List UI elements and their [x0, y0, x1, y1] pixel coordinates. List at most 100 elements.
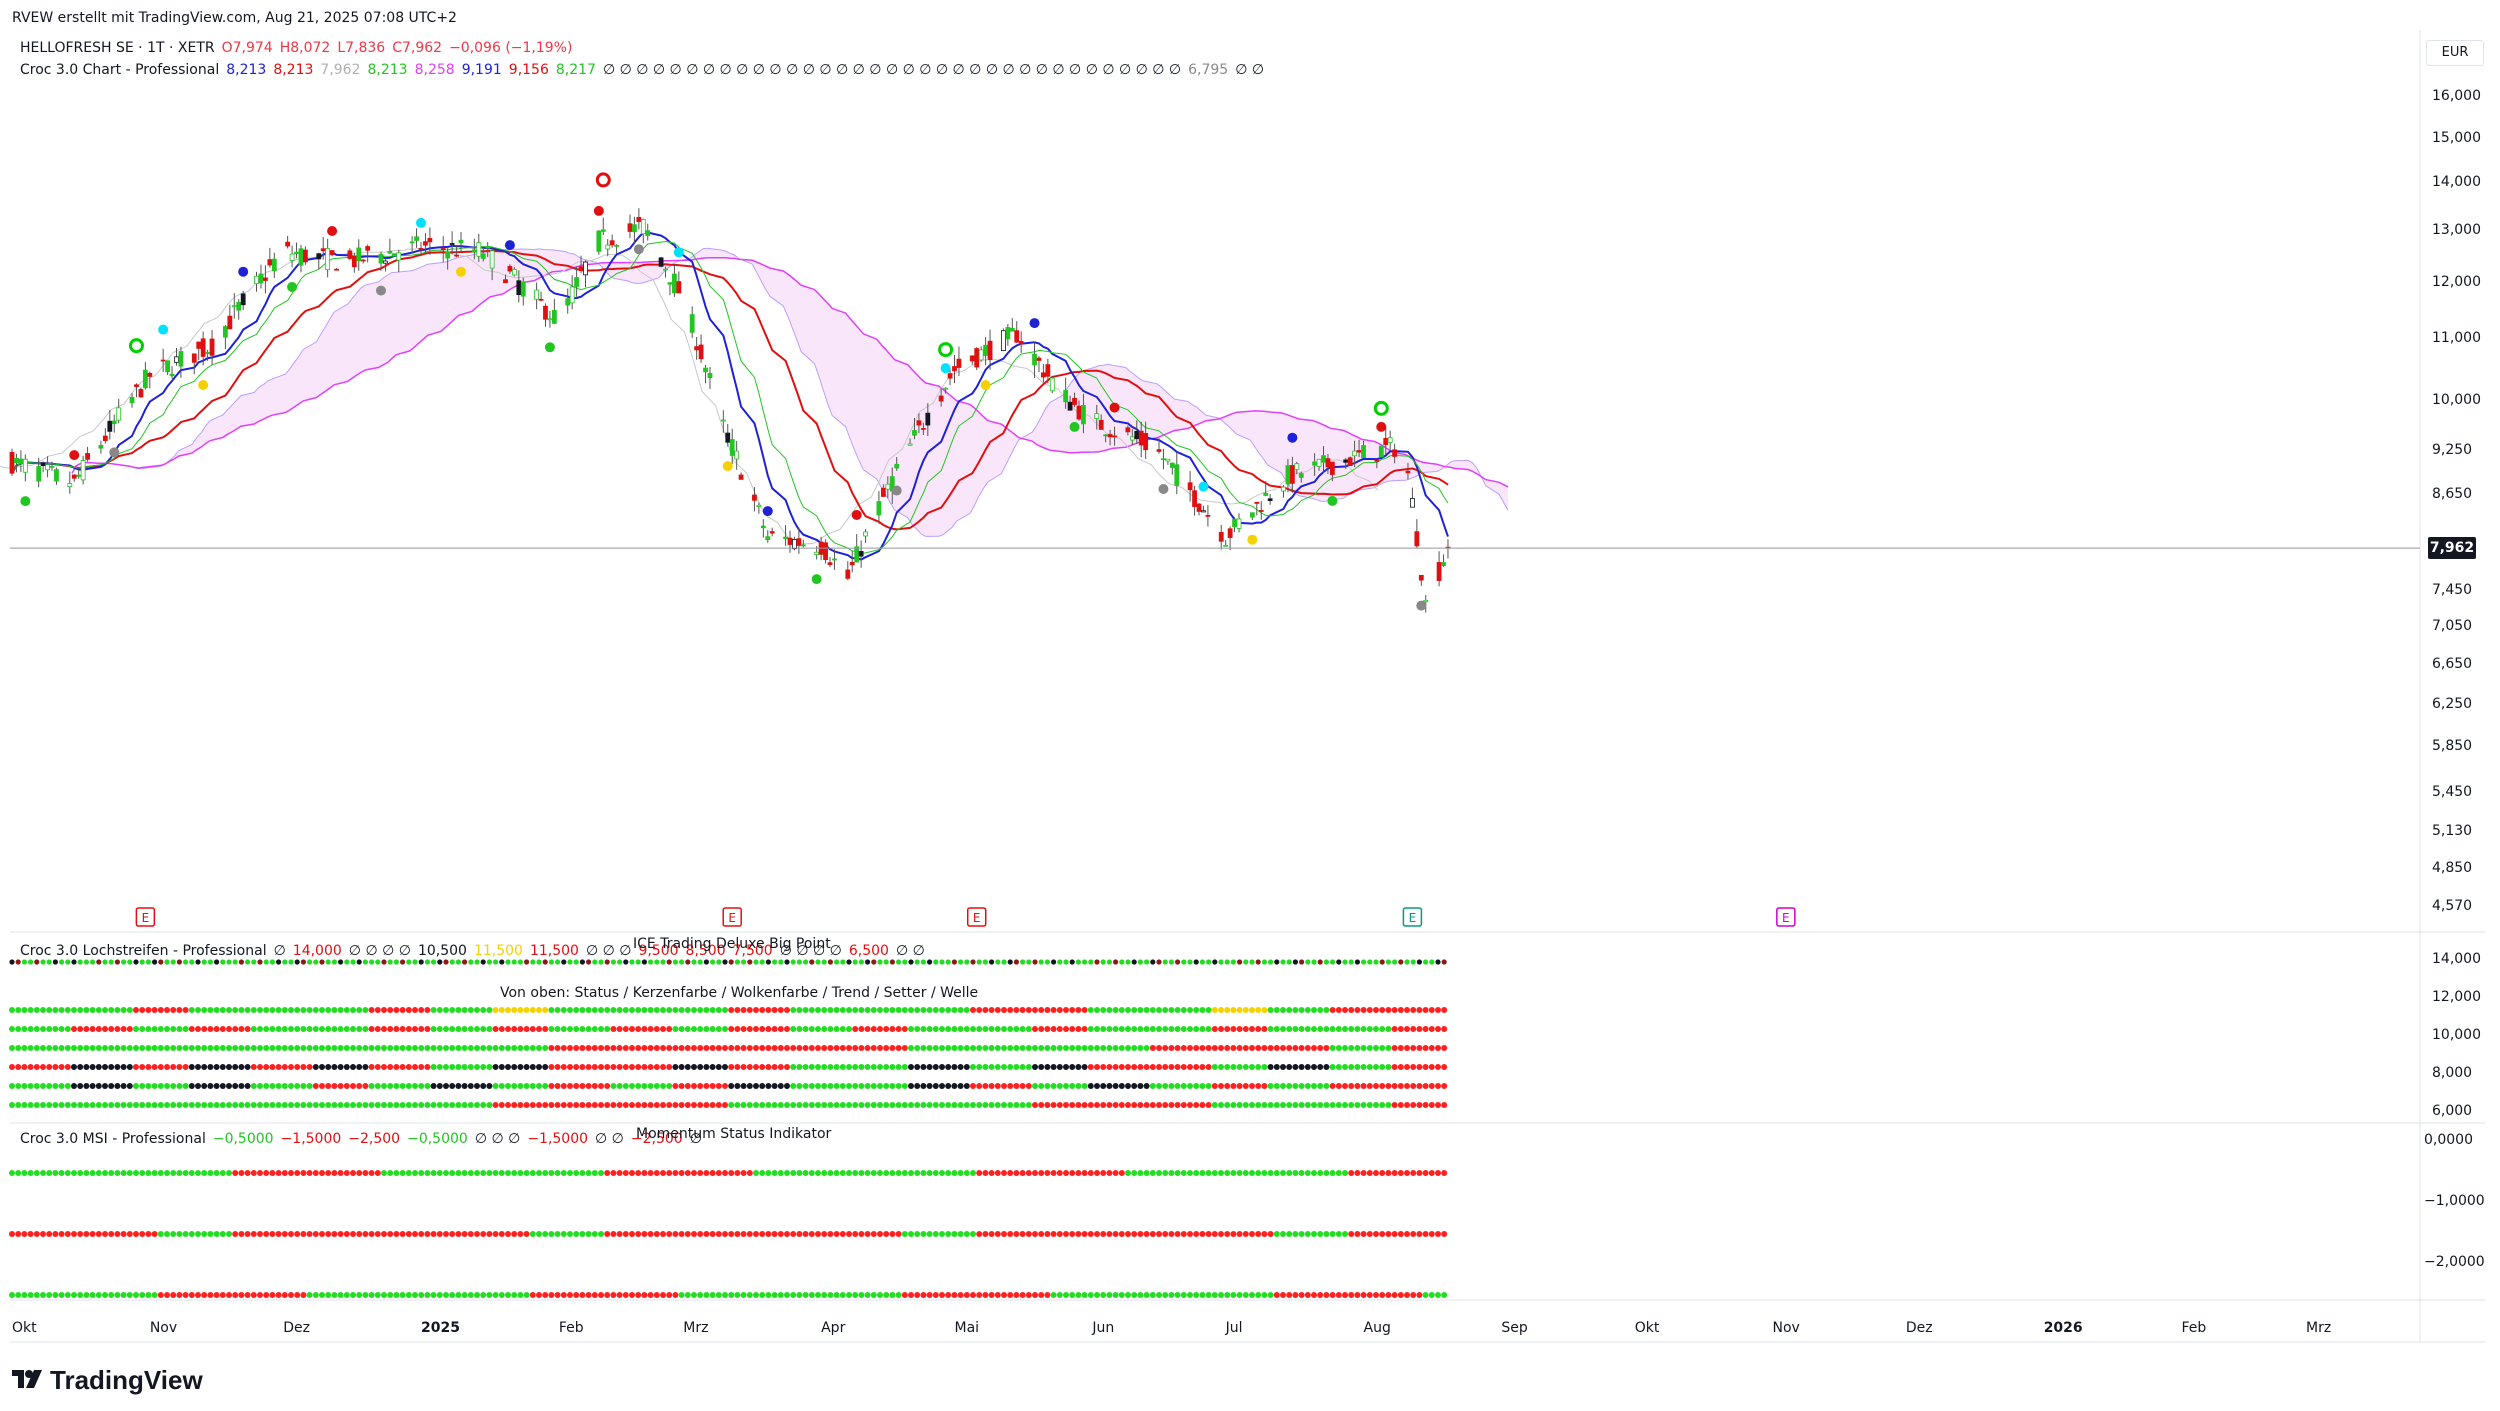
strip-dot	[709, 1045, 716, 1051]
tradingview-brand[interactable]: TradingView	[50, 1365, 203, 1395]
strip-dot	[1063, 1007, 1069, 1013]
strip-dot	[1354, 1064, 1361, 1070]
strip-dot	[455, 1102, 462, 1108]
msi-dot	[182, 1292, 189, 1298]
strip-dot	[1292, 1007, 1299, 1013]
ice-dot	[920, 959, 927, 965]
strip-dot	[691, 1064, 697, 1070]
strip-dot	[536, 1102, 542, 1108]
strip-dot	[1131, 1007, 1138, 1013]
msi-dot	[1112, 1170, 1119, 1176]
msi-dot	[424, 1170, 431, 1176]
strip-dot	[908, 1026, 914, 1032]
strip-dot	[895, 1083, 902, 1089]
msi-dot	[1162, 1231, 1169, 1237]
strip-dot	[1329, 1064, 1336, 1070]
strip-dot	[895, 1102, 902, 1108]
strip-dot	[833, 1064, 840, 1070]
strip-dot	[436, 1007, 443, 1013]
legend_croc-item: 8,213	[273, 62, 314, 78]
msi-dot	[387, 1292, 394, 1298]
msi-dot	[1013, 1170, 1020, 1176]
msi-dot	[424, 1292, 431, 1298]
strip-dot	[27, 1083, 34, 1089]
strip-dot	[1025, 1083, 1032, 1089]
strip-dot	[511, 1026, 518, 1032]
msi-dot	[405, 1292, 412, 1298]
msi-dot	[1422, 1231, 1429, 1237]
signal-marker	[980, 379, 991, 390]
strip-dot	[1385, 1083, 1392, 1089]
ice-dot	[9, 959, 15, 965]
strip-dot	[461, 1045, 468, 1051]
msi-dot	[201, 1231, 208, 1237]
strip-dot	[1441, 1045, 1448, 1051]
strip-dot	[443, 1102, 449, 1108]
ice-dot	[319, 959, 325, 965]
msi-dot	[666, 1170, 673, 1176]
time_axis-tick: Nov	[1772, 1320, 1800, 1336]
strip-dot	[170, 1007, 177, 1013]
strip-dot	[1329, 1083, 1336, 1089]
msi-dot	[250, 1231, 257, 1237]
msi-dot	[1385, 1292, 1392, 1298]
lochstreifen-legend[interactable]: Croc 3.0 Lochstreifen - Professional ∅ 14,…	[20, 943, 932, 959]
msi-dot	[486, 1292, 493, 1298]
msi-dot	[288, 1292, 294, 1298]
msi-dot	[963, 1292, 970, 1298]
strip-dot	[604, 1083, 611, 1089]
msi-dot	[1125, 1170, 1131, 1176]
msi-dot	[777, 1170, 784, 1176]
earnings-badge-label: E	[728, 911, 736, 925]
strip-dot	[1255, 1007, 1262, 1013]
strip-dot	[976, 1064, 983, 1070]
strip-dot	[1236, 1083, 1243, 1089]
ice-dot	[276, 959, 282, 965]
msi-dot	[771, 1231, 778, 1237]
signal-marker	[891, 485, 902, 496]
strip-dot	[46, 1026, 53, 1032]
strip-dot	[1032, 1045, 1038, 1051]
strip-dot	[331, 1045, 338, 1051]
strip-dot	[71, 1102, 77, 1108]
strip-dot	[1162, 1102, 1169, 1108]
strip-dot	[1416, 1045, 1423, 1051]
symbol-legend[interactable]: HELLOFRESH SE · 1T · XETR O7,974 H8,072 L7,…	[20, 40, 579, 56]
msi-dot	[64, 1170, 71, 1176]
candle-body	[569, 286, 575, 304]
strip-dot	[77, 1083, 84, 1089]
croc-chart-legend[interactable]: Croc 3.0 Chart - Professional 8,213 8,213 7…	[20, 62, 1271, 78]
ring-marker	[938, 342, 954, 358]
candle-body	[787, 537, 793, 545]
msi-dot	[1267, 1292, 1274, 1298]
ice-dot	[865, 959, 871, 965]
strip-dot	[1323, 1102, 1330, 1108]
tradingview-logo-icon[interactable]	[12, 1366, 46, 1392]
msi-dot	[1404, 1231, 1410, 1237]
strip-dot	[560, 1007, 567, 1013]
strip-dot	[753, 1045, 759, 1051]
strip-dot	[1348, 1026, 1355, 1032]
msi-legend[interactable]: Croc 3.0 MSI - Professional −0,5000 −1,500…	[20, 1131, 709, 1147]
strip-dot	[709, 1007, 716, 1013]
strip-dot	[182, 1045, 189, 1051]
msi-dot	[895, 1170, 902, 1176]
strip-dot	[133, 1083, 139, 1089]
currency-button[interactable]: EUR	[2426, 40, 2484, 66]
strip-dot	[815, 1102, 821, 1108]
msi-dot	[1187, 1231, 1193, 1237]
strip-dot	[678, 1102, 685, 1108]
msi-dot	[542, 1170, 549, 1176]
ice-subtitle: ICE Trading Deluxe Big Point	[633, 936, 831, 952]
msi-dot	[697, 1231, 704, 1237]
ice-dot	[1435, 959, 1441, 965]
strip-dot	[1193, 1045, 1200, 1051]
strip-dot	[219, 1045, 226, 1051]
strip-dot	[1249, 1007, 1255, 1013]
msi-dot	[573, 1170, 580, 1176]
signal-marker	[198, 379, 209, 390]
msi-dot	[1317, 1231, 1324, 1237]
msi-dot	[374, 1170, 381, 1176]
candle-body	[925, 412, 931, 426]
